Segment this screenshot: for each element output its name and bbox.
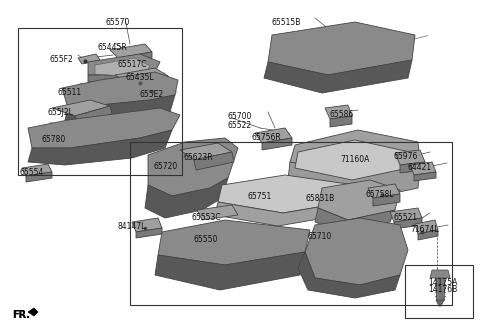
Polygon shape bbox=[52, 100, 110, 116]
Text: 65435L: 65435L bbox=[125, 73, 154, 82]
Polygon shape bbox=[28, 108, 180, 148]
Polygon shape bbox=[78, 54, 100, 64]
Polygon shape bbox=[22, 164, 52, 176]
Polygon shape bbox=[110, 44, 152, 58]
Polygon shape bbox=[26, 172, 52, 182]
Polygon shape bbox=[268, 22, 415, 75]
Text: 65751: 65751 bbox=[248, 192, 272, 201]
Polygon shape bbox=[414, 172, 436, 181]
Text: 65758L: 65758L bbox=[365, 190, 394, 199]
Polygon shape bbox=[65, 95, 175, 122]
Text: 65554: 65554 bbox=[20, 168, 44, 177]
Text: 65700: 65700 bbox=[228, 112, 252, 121]
Text: 65623R: 65623R bbox=[183, 153, 213, 162]
Polygon shape bbox=[75, 106, 112, 124]
Polygon shape bbox=[394, 218, 422, 229]
Polygon shape bbox=[418, 230, 438, 240]
Polygon shape bbox=[368, 184, 400, 198]
Polygon shape bbox=[218, 175, 355, 213]
Polygon shape bbox=[255, 128, 292, 143]
Polygon shape bbox=[305, 218, 408, 285]
Polygon shape bbox=[262, 138, 292, 150]
Polygon shape bbox=[373, 194, 400, 206]
Polygon shape bbox=[132, 218, 162, 232]
Polygon shape bbox=[28, 308, 38, 316]
Polygon shape bbox=[148, 138, 238, 196]
Polygon shape bbox=[436, 300, 444, 306]
Text: 71674L: 71674L bbox=[410, 225, 439, 234]
Text: 65511: 65511 bbox=[58, 88, 82, 97]
Text: FR.: FR. bbox=[12, 310, 30, 320]
Polygon shape bbox=[136, 228, 162, 238]
Bar bbox=[18, 28, 182, 175]
Polygon shape bbox=[155, 252, 305, 290]
Polygon shape bbox=[325, 105, 352, 119]
Text: 65521: 65521 bbox=[393, 213, 417, 222]
Polygon shape bbox=[158, 220, 310, 265]
Polygon shape bbox=[145, 178, 228, 218]
Polygon shape bbox=[128, 76, 168, 90]
Text: 14176B: 14176B bbox=[428, 285, 457, 294]
Text: 65756R: 65756R bbox=[252, 133, 282, 142]
Polygon shape bbox=[290, 130, 420, 175]
Polygon shape bbox=[430, 270, 450, 278]
Polygon shape bbox=[118, 52, 152, 64]
Text: 65570: 65570 bbox=[105, 18, 130, 27]
Text: 65586: 65586 bbox=[330, 110, 354, 119]
Polygon shape bbox=[318, 180, 400, 220]
Polygon shape bbox=[264, 60, 412, 93]
Polygon shape bbox=[410, 162, 436, 175]
Text: 65445R: 65445R bbox=[98, 43, 128, 52]
Text: 14175A: 14175A bbox=[428, 278, 457, 287]
Polygon shape bbox=[400, 162, 425, 173]
Text: FR.: FR. bbox=[12, 310, 30, 320]
Polygon shape bbox=[194, 152, 234, 170]
Polygon shape bbox=[62, 72, 178, 108]
Text: 65831B: 65831B bbox=[305, 194, 334, 203]
Text: 655J2L: 655J2L bbox=[47, 108, 73, 117]
Polygon shape bbox=[215, 202, 348, 226]
Polygon shape bbox=[28, 130, 172, 165]
Polygon shape bbox=[436, 278, 444, 300]
Bar bbox=[130, 142, 452, 305]
Text: 65780: 65780 bbox=[42, 135, 66, 144]
Text: 65710: 65710 bbox=[307, 232, 331, 241]
Text: 655E2: 655E2 bbox=[140, 90, 164, 99]
Polygon shape bbox=[115, 68, 168, 83]
Polygon shape bbox=[95, 58, 150, 76]
Polygon shape bbox=[148, 84, 170, 94]
Polygon shape bbox=[415, 220, 438, 234]
Text: 65522: 65522 bbox=[228, 121, 252, 130]
Text: 84147L: 84147L bbox=[118, 222, 146, 231]
Polygon shape bbox=[330, 116, 352, 127]
Text: 65517C: 65517C bbox=[118, 60, 147, 69]
Polygon shape bbox=[88, 72, 155, 83]
Text: 65553C: 65553C bbox=[192, 213, 222, 222]
Text: 65720: 65720 bbox=[153, 162, 177, 171]
Text: 65550: 65550 bbox=[193, 235, 217, 244]
Polygon shape bbox=[298, 252, 400, 298]
Polygon shape bbox=[295, 140, 410, 180]
Text: 65976: 65976 bbox=[393, 152, 418, 161]
Polygon shape bbox=[395, 150, 425, 165]
Polygon shape bbox=[88, 54, 160, 75]
Polygon shape bbox=[197, 205, 238, 220]
Text: 71160A: 71160A bbox=[340, 155, 370, 164]
Polygon shape bbox=[180, 143, 232, 160]
Polygon shape bbox=[390, 208, 422, 222]
Text: 64421: 64421 bbox=[408, 163, 432, 172]
Text: 655F2: 655F2 bbox=[50, 55, 74, 64]
Bar bbox=[405, 265, 473, 318]
Polygon shape bbox=[315, 208, 395, 233]
Text: 65515B: 65515B bbox=[272, 18, 301, 27]
Polygon shape bbox=[287, 162, 420, 202]
